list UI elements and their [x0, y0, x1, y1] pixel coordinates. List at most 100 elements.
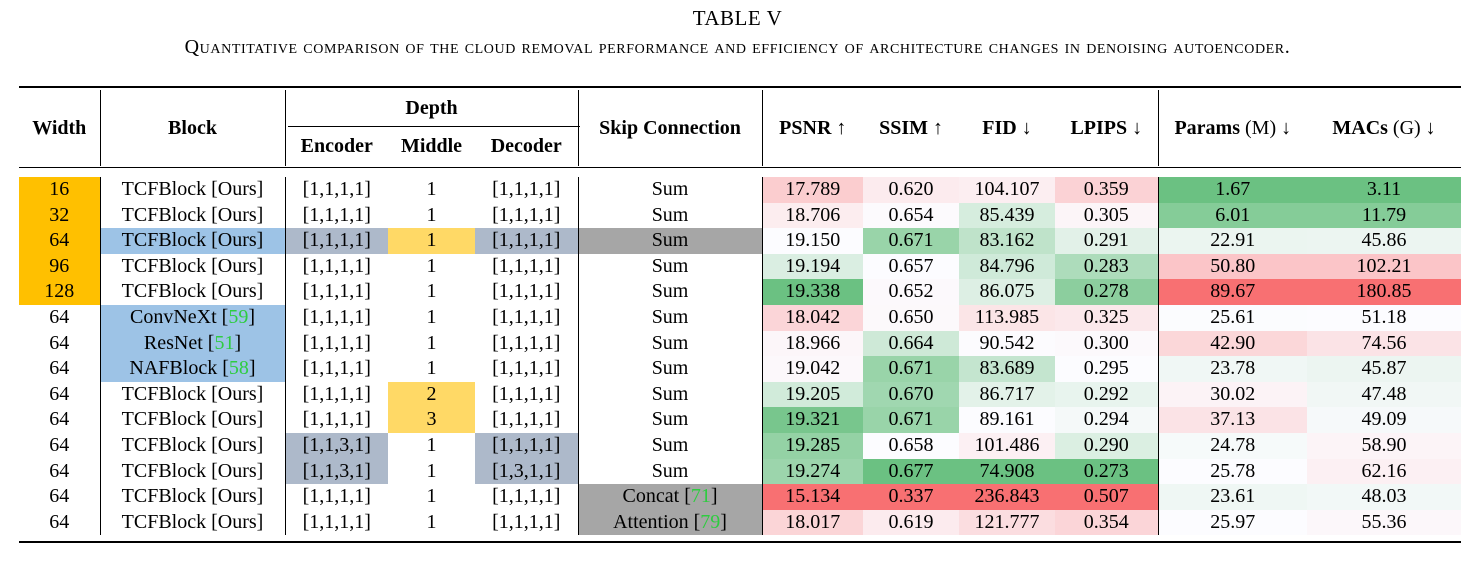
skip-value: Sum — [651, 305, 689, 328]
cell-macs: 51.18 — [1307, 304, 1462, 331]
cell-psnr: 19.150 — [761, 228, 864, 254]
cell-decoder: [1,1,1,1] — [475, 279, 578, 305]
ssim-value: 0.337 — [888, 485, 934, 508]
cell-middle: 1 — [388, 279, 475, 305]
cell-width: 64 — [19, 305, 100, 331]
ssim-value: 0.671 — [888, 229, 934, 252]
cell-macs: 47.48 — [1307, 381, 1462, 408]
encoder-value: [1,1,1,1] — [302, 331, 371, 354]
lpips-value: 0.300 — [1083, 331, 1129, 354]
macs-value: 102.21 — [1356, 254, 1412, 277]
cell-decoder: [1,1,1,1] — [475, 510, 578, 536]
cell-psnr: 18.706 — [761, 202, 864, 229]
psnr-value: 18.966 — [785, 331, 841, 354]
cite-open: [ — [679, 485, 691, 508]
cell-ssim: 0.671 — [863, 228, 960, 254]
params-value: 25.61 — [1210, 305, 1256, 328]
cell-middle: 1 — [388, 331, 475, 357]
cell-macs: 11.79 — [1307, 202, 1462, 229]
citation-link[interactable]: 58 — [228, 357, 249, 380]
cell-macs: 3.11 — [1307, 177, 1462, 203]
decoder-value: [1,1,1,1] — [492, 433, 561, 456]
table-row: 64 TCFBlock [Ours] [1,1,1,1] 1 [1,1,1,1] Atte… — [19, 509, 1462, 536]
middle-value: 1 — [426, 357, 437, 380]
cell-encoder: [1,1,3,1] — [284, 458, 388, 485]
col-block: Block — [99, 90, 285, 166]
cell-block: TCFBlock [Ours] — [99, 432, 285, 459]
cell-macs: 45.86 — [1307, 228, 1462, 254]
cell-psnr: 18.042 — [761, 304, 864, 331]
cell-block: TCFBlock [Ours] — [99, 202, 285, 229]
cell-middle: 1 — [388, 356, 475, 382]
ssim-value: 0.664 — [888, 331, 934, 354]
ssim-value: 0.671 — [888, 408, 934, 431]
cell-skip: Sum — [577, 202, 763, 229]
cell-decoder: [1,1,1,1] — [475, 484, 578, 510]
cell-params: 50.80 — [1157, 253, 1308, 280]
table-row: 64 TCFBlock [Ours] [1,1,3,1] 1 [1,1,1,1] Sum 1… — [19, 432, 1462, 459]
lpips-value: 0.359 — [1083, 178, 1129, 200]
macs-value: 74.56 — [1361, 331, 1407, 354]
cell-middle: 1 — [388, 433, 475, 459]
col-psnr: PSNR ↑ — [761, 90, 864, 166]
cell-skip: Sum — [577, 432, 763, 459]
cell-width: 64 — [19, 331, 100, 357]
cell-psnr: 18.966 — [761, 330, 864, 357]
citation-link[interactable]: 71 — [690, 485, 711, 508]
cell-block: TCFBlock [Ours] — [99, 407, 285, 433]
psnr-value: 19.042 — [785, 357, 841, 380]
col-lpips: LPIPS ↓ — [1070, 116, 1143, 139]
encoder-value: [1,1,1,1] — [302, 510, 371, 533]
fid-value: 236.843 — [974, 485, 1040, 508]
lpips-value: 0.291 — [1083, 229, 1129, 252]
skip-value: Sum — [651, 459, 689, 482]
cell-fid: 121.777 — [959, 509, 1056, 536]
psnr-value: 18.706 — [785, 203, 841, 226]
psnr-value: 19.285 — [785, 433, 841, 456]
cell-width: 64 — [19, 459, 100, 485]
width-value: 128 — [44, 280, 75, 303]
params-name: Params — [1174, 116, 1240, 139]
depth-rule — [288, 126, 580, 127]
cell-skip: Attention [79] — [577, 509, 763, 536]
cell-lpips: 0.295 — [1055, 356, 1159, 382]
cell-params: 89.67 — [1157, 279, 1308, 305]
cell-skip: Sum — [577, 304, 763, 331]
decoder-value: [1,1,1,1] — [492, 229, 561, 252]
col-encoder: Encoder — [284, 126, 388, 166]
params-value: 30.02 — [1210, 382, 1256, 405]
cell-block: TCFBlock [Ours] — [99, 484, 285, 510]
block-value: ConvNeXt — [129, 305, 217, 328]
cell-decoder: [1,1,1,1] — [475, 177, 578, 203]
encoder-value: [1,1,3,1] — [302, 459, 371, 482]
table-caption: Quantitative comparison of the cloud rem… — [184, 36, 1291, 58]
cell-psnr: 17.789 — [761, 177, 864, 203]
cell-block: ResNet [51] — [99, 330, 285, 357]
encoder-value: [1,1,1,1] — [302, 280, 371, 303]
fid-value: 83.162 — [979, 229, 1035, 252]
cell-lpips: 0.273 — [1055, 458, 1159, 485]
macs-value: 58.90 — [1361, 433, 1407, 456]
cell-skip: Sum — [577, 177, 763, 203]
width-value: 64 — [49, 433, 70, 456]
decoder-value: [1,1,1,1] — [492, 382, 561, 405]
citation-link[interactable]: 79 — [700, 510, 721, 533]
citation-link[interactable]: 59 — [228, 305, 249, 328]
skip-value: Sum — [651, 331, 689, 354]
fid-value: 113.985 — [974, 305, 1040, 328]
cell-block: TCFBlock [Ours] — [99, 458, 285, 485]
cell-width: 16 — [19, 177, 100, 203]
lpips-value: 0.292 — [1083, 382, 1129, 405]
encoder-value: [1,1,1,1] — [302, 408, 371, 431]
cell-macs: 180.85 — [1307, 279, 1462, 305]
bottom-rule — [19, 541, 1461, 543]
cell-lpips: 0.290 — [1055, 432, 1159, 459]
cell-ssim: 0.620 — [863, 177, 960, 203]
encoder-value: [1,1,1,1] — [302, 305, 371, 328]
citation-link[interactable]: 51 — [214, 331, 235, 354]
ssim-value: 0.652 — [888, 280, 934, 303]
block-value: TCFBlock [Ours] — [121, 229, 264, 252]
block-value: TCFBlock [Ours] — [121, 178, 264, 200]
macs-value: 45.87 — [1361, 357, 1407, 380]
cell-skip: Sum — [577, 407, 763, 433]
